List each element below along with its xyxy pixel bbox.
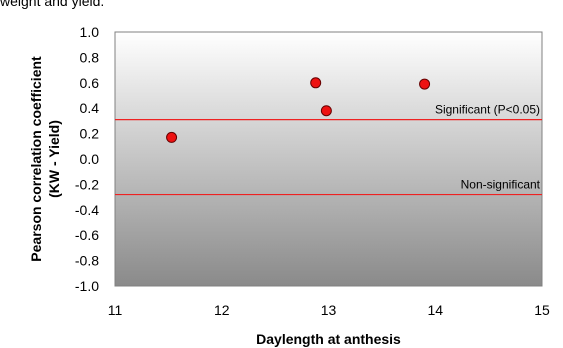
reference-line-label: Non-significant	[461, 178, 541, 192]
y-axis-tick-labels: 1.0 0.8 0.6 0.4 0.2 0.0 -0.2 -0.4 -0.6 -0.8 -1.0	[75, 24, 99, 294]
reference-lines: Significant (P<0.05) Non-significant	[115, 103, 542, 196]
x-axis-tick-labels: 11 12 13 14 15	[108, 302, 550, 318]
y-axis-title-line2: (KW - Yield)	[46, 120, 62, 198]
x-axis-title: Daylength at anthesis	[256, 331, 401, 347]
data-point	[419, 78, 431, 90]
x-tick-label: 15	[534, 302, 550, 318]
figure-caption: weight and yield.	[0, 0, 105, 9]
y-tick-label: -0.8	[75, 253, 99, 269]
reference-line-label: Significant (P<0.05)	[435, 103, 540, 117]
data-point	[166, 131, 178, 143]
y-tick-label: 1.0	[80, 24, 100, 40]
x-tick-label: 12	[214, 302, 230, 318]
data-point	[310, 77, 322, 89]
data-point	[320, 105, 332, 117]
x-tick-label: 14	[427, 302, 443, 318]
y-tick-label: -1.0	[75, 278, 99, 294]
y-tick-label: 0.2	[80, 126, 100, 142]
y-tick-label: 0.8	[80, 49, 100, 65]
y-tick-label: -0.6	[75, 227, 99, 243]
y-tick-label: -0.2	[75, 176, 99, 192]
y-tick-label: 0.6	[80, 75, 100, 91]
y-tick-label: 0.0	[80, 151, 100, 167]
plot-area	[114, 31, 543, 287]
y-tick-label: -0.4	[75, 202, 99, 218]
x-tick-label: 13	[321, 302, 337, 318]
x-tick-label: 11	[108, 302, 123, 318]
y-tick-label: 0.4	[80, 100, 100, 116]
data-points	[166, 77, 431, 143]
y-axis-title-line1: Pearson correlation coefficient	[28, 56, 44, 262]
